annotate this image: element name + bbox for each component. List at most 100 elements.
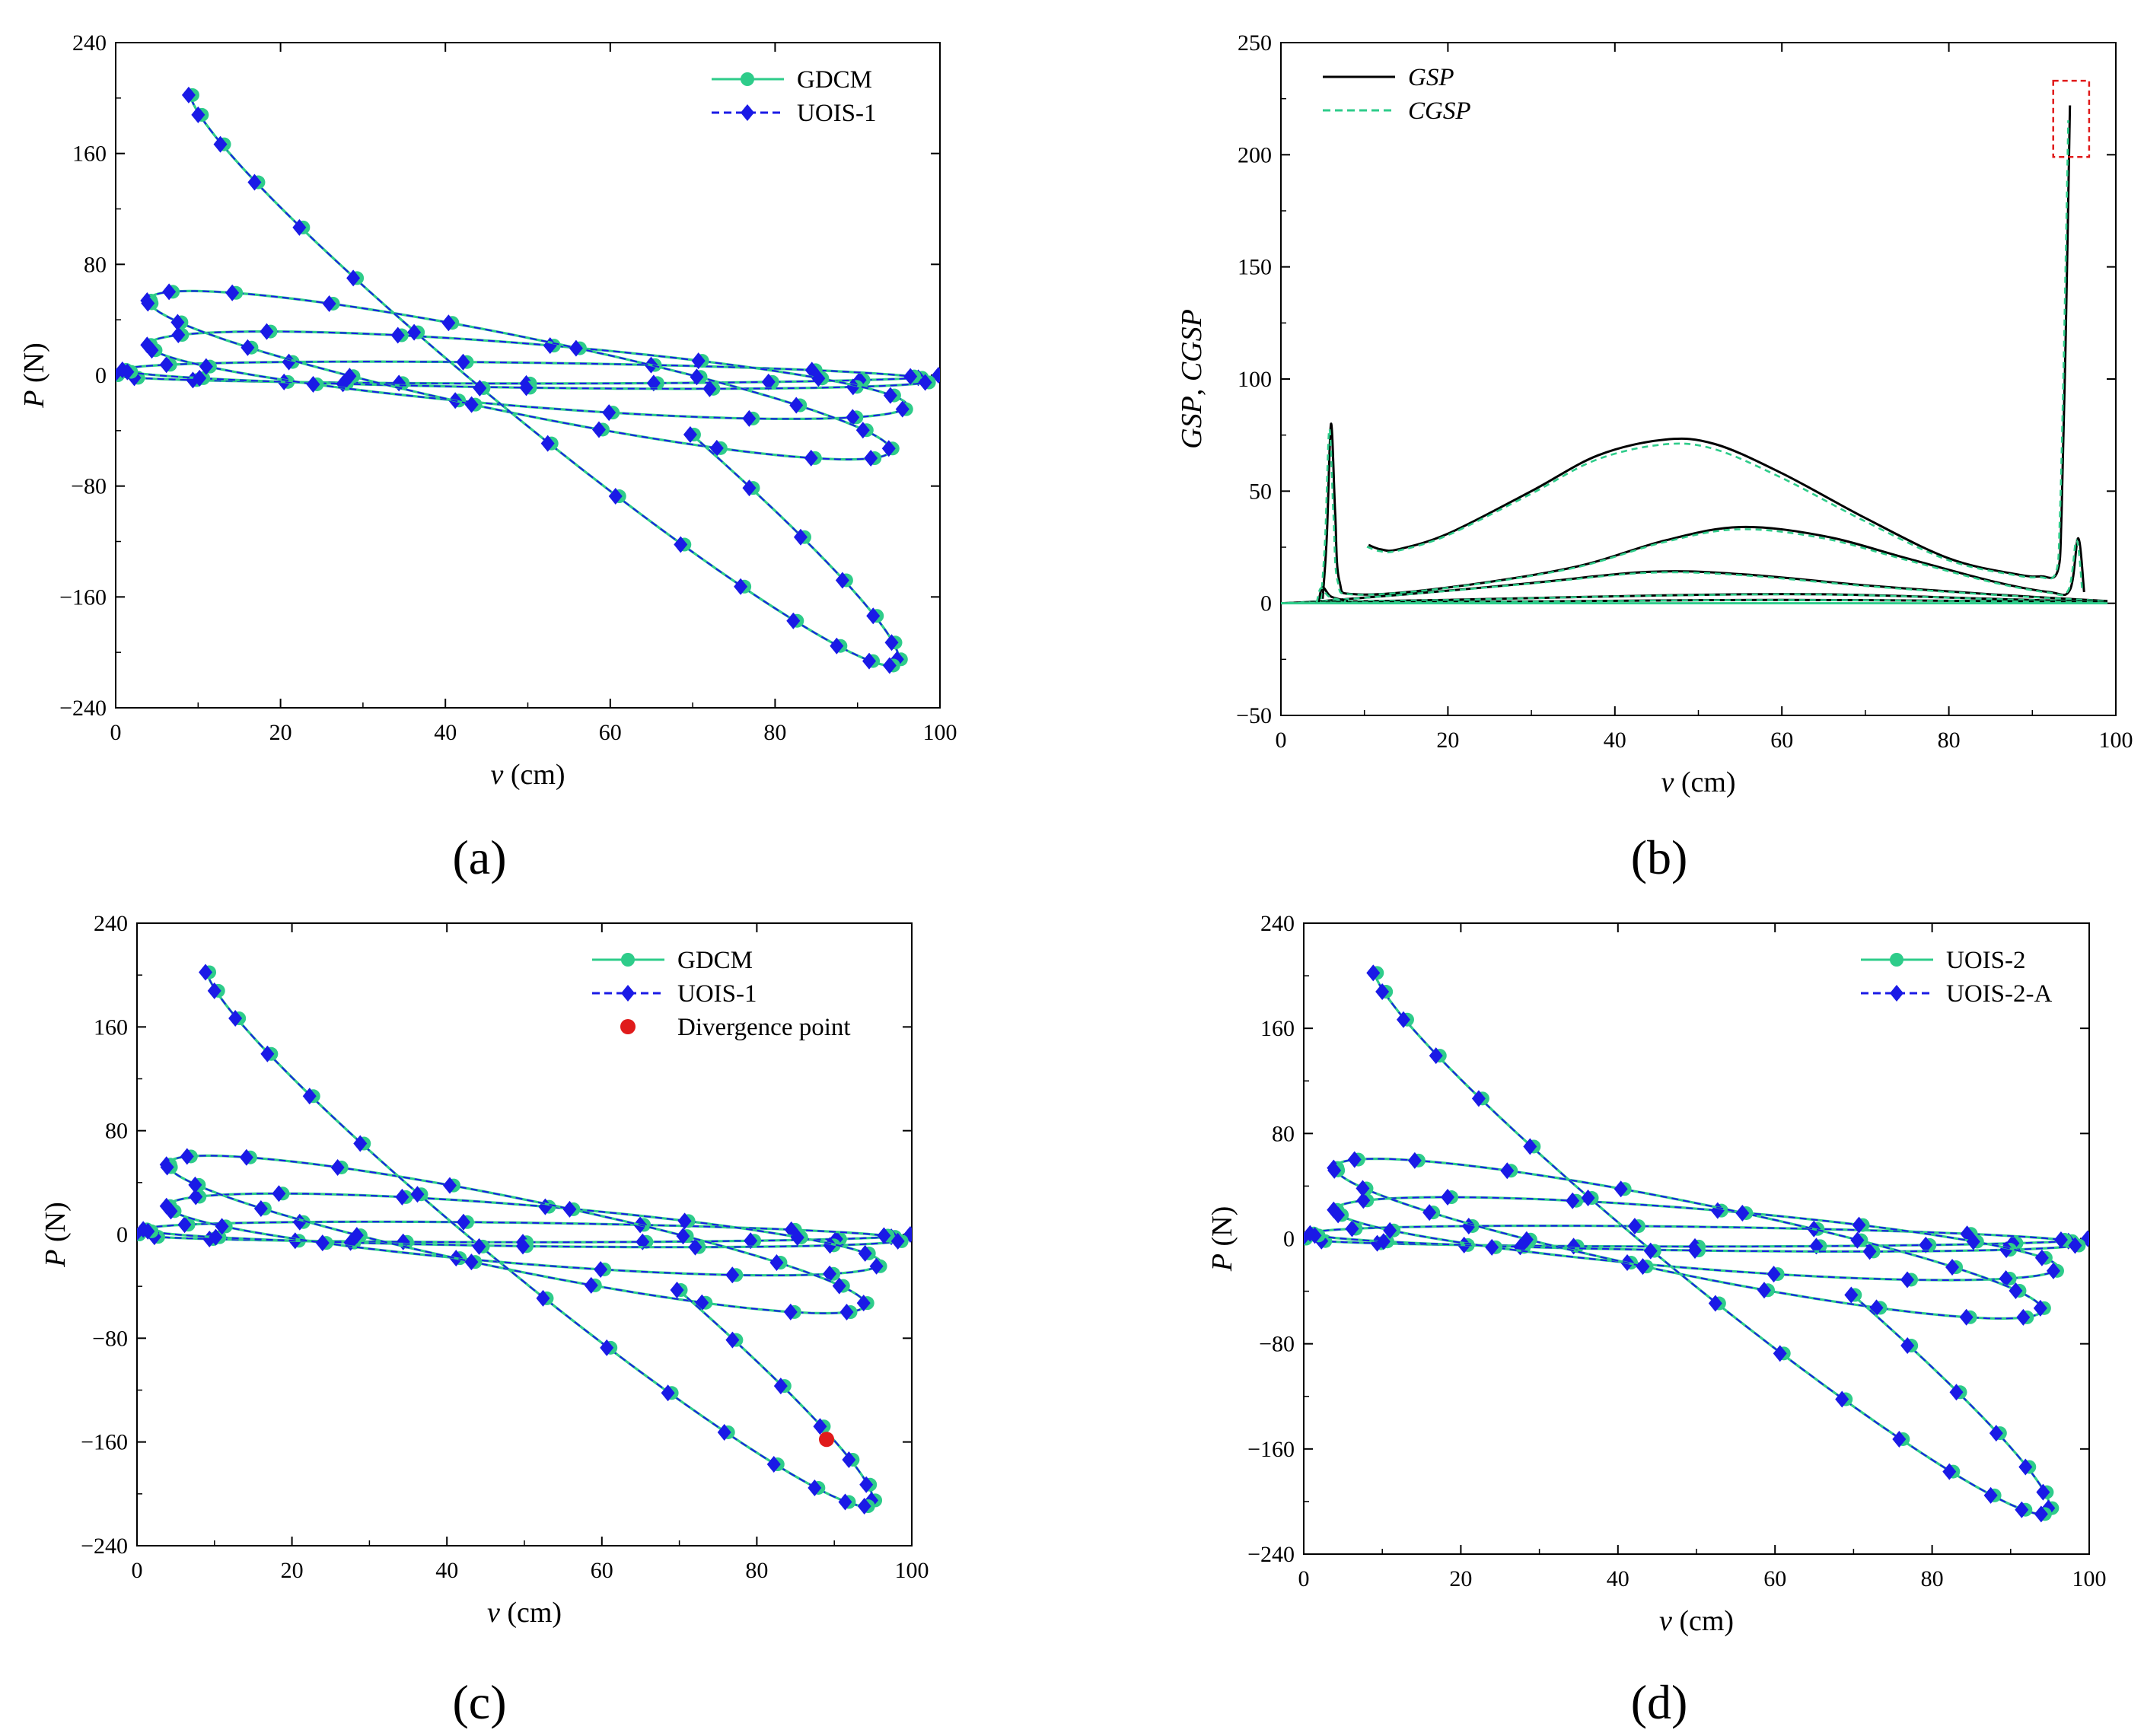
data-point-UOIS-1 — [742, 479, 757, 497]
chart-panel-a: 0 20 40 60 80 100 −240 −160 −80 0 80 160 240 v (cm) P … — [18, 30, 957, 884]
y-tick-label: −160 — [59, 585, 107, 610]
data-point-UOIS-1 — [725, 1266, 740, 1284]
x-tick-label: 0 — [1298, 1566, 1310, 1591]
data-point-UOIS-1 — [159, 356, 174, 374]
x-axis-var: v — [487, 1597, 500, 1629]
data-point-UOIS-1 — [600, 1339, 614, 1356]
data-point-UOIS-1 — [858, 1244, 872, 1262]
data-point-UOIS-1 — [869, 1257, 884, 1275]
data-point-UOIS-1 — [191, 106, 205, 123]
y-tick-label: 240 — [94, 911, 128, 936]
data-point-UOIS-1 — [846, 378, 860, 396]
y-axis-unit: (N) — [40, 1202, 72, 1249]
data-point-UOIS-2-A — [1345, 1220, 1359, 1237]
data-point-UOIS-1 — [830, 637, 844, 655]
x-axis-var: v — [1661, 766, 1674, 798]
y-tick-label: 0 — [116, 1222, 128, 1247]
series-line-UOIS-1 — [189, 91, 900, 667]
data-point-UOIS-1 — [761, 373, 776, 390]
y-tick-label: 0 — [1283, 1227, 1295, 1252]
y-axis-unit: (N) — [18, 342, 50, 390]
x-axis-title: v (cm) — [490, 759, 565, 791]
series-line-GDCM — [188, 91, 900, 667]
data-point-UOIS-1 — [519, 379, 534, 397]
data-point-UOIS-2-A — [1429, 1047, 1443, 1065]
data-point-UOIS-1 — [691, 352, 706, 370]
data-point-UOIS-1 — [813, 1418, 827, 1435]
legend-label: UOIS-2-A — [1946, 980, 2052, 1008]
data-point-UOIS-1 — [349, 1227, 364, 1244]
data-point-UOIS-2-A — [1331, 1206, 1346, 1224]
data-point-UOIS-1 — [456, 1213, 470, 1231]
highlight-box — [2052, 79, 2091, 158]
y-tick-label: −160 — [81, 1430, 128, 1455]
plot-area — [1281, 105, 2108, 605]
data-point-UOIS-1 — [608, 488, 623, 505]
data-point-UOIS-1 — [160, 1158, 174, 1176]
x-tick-label: 40 — [434, 720, 457, 745]
x-tick-label: 40 — [435, 1558, 458, 1583]
y-axis-title: P (N) — [18, 342, 50, 408]
data-point-UOIS-1 — [717, 1423, 731, 1441]
x-tick-label: 80 — [1921, 1566, 1944, 1591]
data-point-UOIS-2-A — [1949, 1384, 1964, 1401]
data-point-UOIS-1 — [602, 404, 616, 422]
y-tick-label: −160 — [1247, 1437, 1295, 1462]
data-point-UOIS-1 — [789, 397, 804, 414]
x-tick-label: 100 — [2072, 1566, 2107, 1591]
data-point-UOIS-1 — [882, 657, 897, 674]
legend-label: GDCM — [677, 947, 753, 974]
x-tick-label: 40 — [1604, 728, 1626, 753]
data-point-UOIS-1 — [260, 1045, 275, 1062]
data-point-UOIS-2-A — [1773, 1345, 1787, 1362]
y-tick-label: −240 — [59, 696, 107, 721]
x-tick-label: 80 — [763, 720, 786, 745]
data-point-UOIS-2-A — [1376, 1233, 1391, 1250]
legend-label: GDCM — [797, 66, 872, 94]
data-point-UOIS-1 — [591, 421, 606, 438]
data-point-UOIS-2-A — [1636, 1258, 1650, 1276]
data-point-UOIS-1 — [856, 1295, 871, 1312]
data-point-UOIS-1 — [903, 1226, 912, 1243]
data-point-UOIS-1 — [783, 1303, 798, 1320]
data-point-UOIS-1 — [725, 1331, 740, 1349]
data-point-UOIS-1 — [164, 1202, 178, 1220]
y-axis-var: P — [18, 390, 50, 409]
panel-label: (c) — [452, 1675, 506, 1729]
data-point-UOIS-1 — [683, 426, 697, 444]
data-point-UOIS-1 — [536, 1289, 550, 1307]
data-point-UOIS-2-A — [1999, 1241, 2014, 1259]
data-point-UOIS-1 — [540, 435, 555, 452]
data-point-UOIS-2-A — [1892, 1430, 1907, 1448]
data-point-UOIS-2-A — [1966, 1233, 1980, 1250]
x-axis-title: v (cm) — [1661, 766, 1735, 798]
data-point-UOIS-2-A — [1766, 1266, 1781, 1283]
legend-marker — [1890, 953, 1903, 967]
data-point-UOIS-1 — [866, 607, 881, 625]
x-axis-unit: (cm) — [500, 1597, 562, 1629]
y-axis-title: GSP, CGSP — [1176, 309, 1208, 449]
data-point-UOIS-1 — [292, 218, 307, 236]
data-point-UOIS-1 — [207, 982, 221, 999]
data-point-UOIS-1 — [188, 1176, 202, 1193]
data-point-UOIS-1 — [322, 295, 336, 312]
legend-marker — [1890, 985, 1903, 1002]
data-point-UOIS-1 — [832, 1277, 846, 1295]
x-tick-label: 60 — [599, 720, 622, 745]
data-point-UOIS-1 — [353, 1135, 368, 1152]
data-point-UOIS-2-A — [1945, 1259, 1960, 1276]
data-point-UOIS-2-A — [1643, 1242, 1658, 1260]
data-point-UOIS-2-A — [1688, 1242, 1702, 1260]
data-point-UOIS-2-A — [1356, 1180, 1370, 1197]
data-point-UOIS-1 — [842, 1451, 856, 1468]
data-point-UOIS-1 — [180, 1148, 194, 1165]
plot-frame — [1280, 42, 2117, 716]
data-point-UOIS-1 — [594, 1260, 608, 1278]
data-point-UOIS-1 — [823, 1265, 837, 1282]
x-axis-var: v — [1659, 1605, 1672, 1637]
chart-panel-d: 0 20 40 60 80 100 −240 −160 −80 0 80 160 240 v (cm) P … — [1206, 911, 2107, 1729]
data-point-UOIS-2-A — [2016, 1308, 2031, 1326]
legend-entry: GDCM — [592, 947, 753, 974]
x-tick-label: 100 — [923, 720, 957, 745]
